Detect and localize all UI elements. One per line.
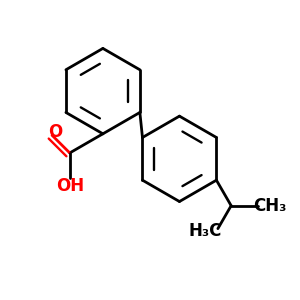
Text: CH₃: CH₃: [253, 197, 287, 215]
Text: H₃C: H₃C: [189, 222, 222, 240]
Text: OH: OH: [56, 177, 84, 195]
Text: O: O: [49, 123, 63, 141]
